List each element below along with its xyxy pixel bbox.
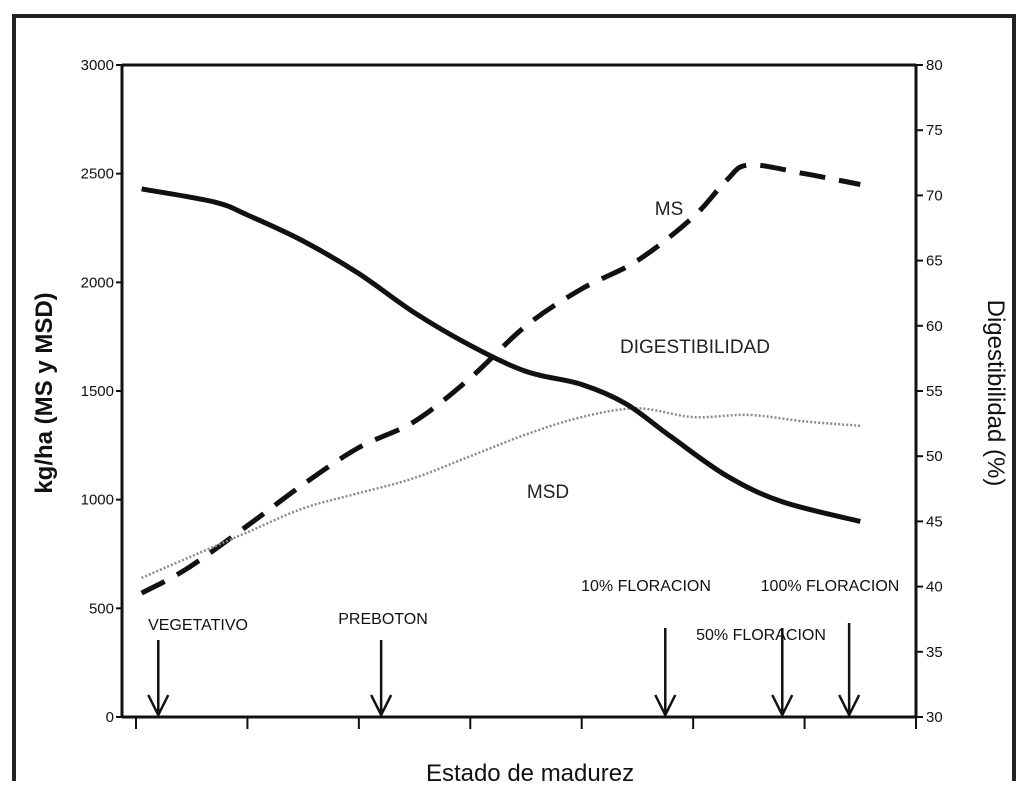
left-tick-label: 1500 (81, 383, 114, 400)
right-tick-label: 65 (926, 253, 943, 270)
left-tick-label: 0 (106, 709, 114, 726)
series-label-ms: MS (655, 199, 684, 220)
right-tick-label: 55 (926, 383, 943, 400)
stage-label: PREBOTON (338, 611, 428, 628)
right-tick-label: 50 (926, 448, 943, 465)
x-axis-title: Estado de madurez (426, 760, 634, 781)
stage-arrow-head (654, 694, 677, 718)
stage-label: VEGETATIVO (148, 617, 248, 634)
right-tick-label: 30 (926, 709, 943, 726)
stage-arrow-head (838, 694, 861, 718)
right-tick-label: 75 (926, 122, 943, 139)
left-tick-label: 500 (89, 600, 114, 617)
left-tick-label: 3000 (81, 57, 114, 74)
stage-label: 50% FLORACION (696, 627, 826, 644)
stage-label: 100% FLORACION (761, 578, 900, 595)
series-label-msd: MSD (527, 482, 569, 503)
left-tick-label: 2000 (81, 274, 114, 291)
x-axis-ticks (135, 717, 917, 729)
series-line-digestibilidad (141, 186, 861, 524)
series-layer (140, 162, 861, 596)
right-axis-title: Digestibilidad (%) (982, 300, 1009, 487)
left-axis-title: kg/ha (MS y MSD) (31, 292, 58, 493)
stage-markers: VEGETATIVO PREBOTON 10% FLORACION 50% FLORA… (147, 578, 900, 718)
left-axis-ticks: 0 500 1000 1500 2000 2500 3000 (81, 57, 122, 726)
right-tick-label: 70 (926, 187, 943, 204)
right-axis-ticks: 30 35 40 45 50 55 60 65 70 75 80 (916, 57, 943, 726)
stage-arrow-head (147, 694, 170, 718)
right-tick-label: 45 (926, 513, 943, 530)
right-tick-label: 40 (926, 579, 943, 596)
right-tick-label: 60 (926, 318, 943, 335)
chart-frame (12, 14, 1016, 786)
left-tick-label: 2500 (81, 166, 114, 183)
stage-label: 10% FLORACION (581, 578, 711, 595)
series-line-ms (140, 162, 861, 596)
stage-arrow-head (370, 694, 393, 718)
series-line-msd (141, 407, 861, 580)
page-border (12, 14, 1016, 786)
stage-arrow-head (771, 694, 794, 718)
right-tick-label: 35 (926, 644, 943, 661)
series-labels: MS MSD DIGESTIBILIDAD (527, 199, 770, 503)
left-tick-label: 1000 (81, 492, 114, 509)
series-label-digestibilidad: DIGESTIBILIDAD (620, 337, 770, 358)
right-tick-label: 80 (926, 57, 943, 74)
